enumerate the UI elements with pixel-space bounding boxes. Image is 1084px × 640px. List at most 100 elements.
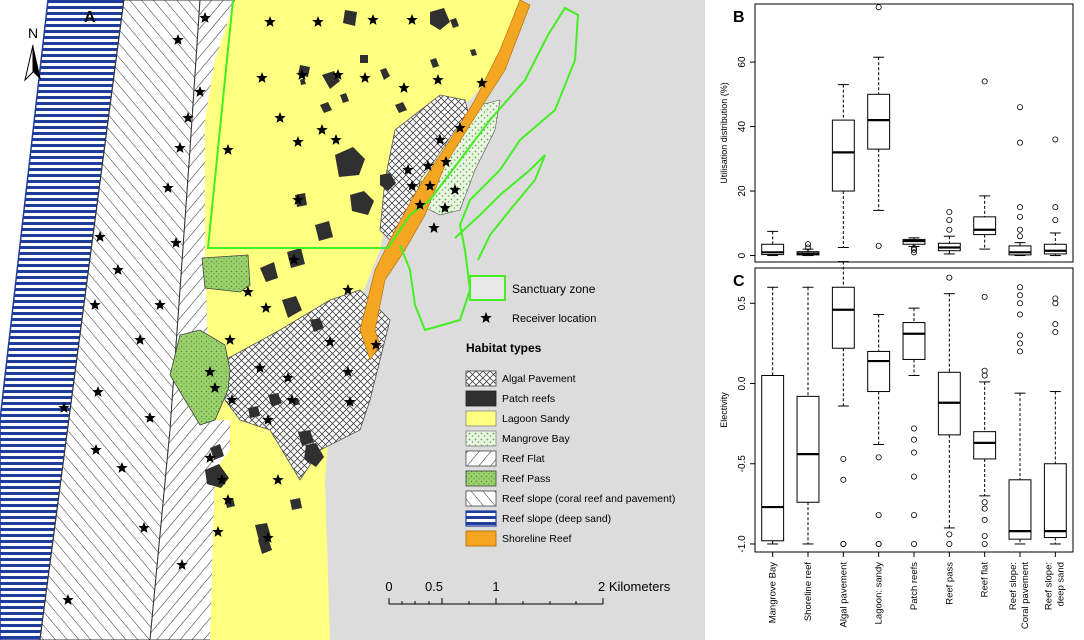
- box-iqr: [867, 93, 891, 150]
- panel-label: B: [733, 9, 745, 26]
- outlier-point: [946, 274, 953, 281]
- outlier-point: [805, 244, 812, 251]
- outlier-point: [910, 436, 917, 443]
- box-1: [761, 230, 785, 257]
- legend-sanctuary-label: Sanctuary zone: [512, 282, 596, 296]
- outlier-point: [981, 532, 988, 539]
- box-iqr: [867, 350, 891, 393]
- box-5: [902, 237, 926, 256]
- scale-tick-2: 2 Kilometers: [598, 579, 671, 594]
- legend-item-patch: Patch reefs: [502, 393, 555, 405]
- outlier-point: [1016, 292, 1023, 299]
- habitat-map: A N Sanctuary zone Receiver location Hab…: [0, 0, 705, 640]
- outlier-point: [875, 242, 882, 249]
- outlier-point: [875, 512, 882, 519]
- legend-item-lagoon: Lagoon Sandy: [502, 413, 570, 425]
- outlier-point: [981, 293, 988, 300]
- box-8: [1008, 284, 1032, 545]
- box-iqr: [796, 395, 820, 503]
- y-tick-label: 60: [737, 56, 748, 68]
- outlier-point: [910, 246, 917, 253]
- scale-tick-0-5: 0.5: [425, 579, 443, 594]
- box-6: [937, 209, 961, 255]
- legend-item-shoreline: Shoreline Reef: [502, 533, 572, 545]
- x-tick-label: Lagoon: sandy: [874, 562, 885, 625]
- box-1: [761, 286, 785, 545]
- outlier-point: [1016, 340, 1023, 347]
- legend-receiver-label: Receiver location: [512, 313, 596, 325]
- north-label: N: [28, 25, 38, 41]
- outlier-point: [981, 78, 988, 85]
- outlier-point: [1052, 204, 1059, 211]
- outlier-point: [1016, 311, 1023, 318]
- box-iqr: [1008, 245, 1032, 256]
- legend-item-flat: Reef Flat: [502, 453, 545, 465]
- x-tick-label: deep sand: [1055, 562, 1066, 606]
- outlier-point: [840, 476, 847, 483]
- outlier-point: [1016, 300, 1023, 307]
- outlier-point: [1052, 217, 1059, 224]
- box-3: [831, 261, 855, 547]
- y-tick-label: -1.0: [737, 535, 748, 553]
- box-2: [796, 286, 820, 545]
- outlier-point: [946, 531, 953, 538]
- y-axis-label: Utilisation distribution (%): [719, 82, 729, 184]
- outlier-point: [1016, 332, 1023, 339]
- outlier-point: [946, 217, 953, 224]
- shoreline-reef: [359, 0, 531, 361]
- panel-a-label: A: [84, 9, 96, 26]
- outlier-point: [1016, 226, 1023, 233]
- chart-b-utilisation: B 0 20 40 60 Utilisation distribution (%): [719, 3, 1074, 263]
- x-tick-label: Reef flat: [980, 562, 991, 598]
- outlier-point: [910, 540, 917, 547]
- lagoon-sandy: [205, 0, 520, 640]
- outlier-point: [1016, 204, 1023, 211]
- outlier-point: [946, 540, 953, 547]
- outlier-point: [910, 473, 917, 480]
- patch-reefs: [205, 8, 477, 554]
- reef-pass-south: [169, 329, 231, 426]
- scale-bar: 0 0.5 1 2 Kilometers: [385, 579, 671, 605]
- legend-habitat-title: Habitat types: [466, 341, 542, 355]
- x-tick-label: Algal pavement: [838, 562, 849, 628]
- outlier-point: [875, 454, 882, 461]
- y-tick-label: 0: [737, 252, 748, 258]
- x-tick-label: Reef pass: [944, 562, 955, 605]
- box-9: [1043, 295, 1067, 545]
- x-tick-label: Shoreline reef: [803, 562, 814, 622]
- sanctuary-zone-bay: [454, 154, 546, 261]
- y-tick-label: 40: [737, 121, 748, 133]
- x-tick-label: Mangrove Bay: [768, 562, 779, 624]
- x-tick-label: Reef slope:: [1043, 562, 1054, 610]
- box-6: [937, 274, 961, 547]
- box-9: [1043, 136, 1067, 257]
- box-iqr: [1043, 243, 1067, 255]
- box-iqr: [761, 375, 785, 542]
- scale-tick-0: 0: [385, 579, 392, 594]
- legend-item-slope-coral: Reef slope (coral reef and pavement): [502, 493, 675, 505]
- charts-panel: B 0 20 40 60 Utilisation distribution (%) C -1…: [719, 3, 1074, 629]
- box-iqr: [902, 322, 926, 360]
- box-2: [796, 241, 820, 257]
- outlier-point: [875, 540, 882, 547]
- box-iqr: [831, 286, 855, 349]
- y-tick-label: 0.0: [737, 376, 748, 390]
- reef-pass-north: [201, 254, 251, 293]
- box-iqr: [973, 431, 997, 460]
- outlier-point: [1052, 321, 1059, 328]
- outlier-point: [1052, 136, 1059, 143]
- outlier-point: [910, 449, 917, 456]
- map-legend: Sanctuary zone Receiver location Habitat…: [465, 275, 675, 547]
- panel-label: C: [733, 273, 745, 290]
- legend-item-mangrove: Mangrove Bay: [502, 433, 570, 445]
- outlier-point: [946, 226, 953, 233]
- outlier-point: [1016, 233, 1023, 240]
- algal-pavement-south: [224, 289, 391, 481]
- box-4: [867, 4, 891, 249]
- outlier-point: [1052, 329, 1059, 336]
- box-3: [831, 84, 855, 248]
- north-arrow: N: [24, 25, 41, 82]
- reef-slope-deep-sand: [0, 0, 125, 640]
- outlier-point: [1016, 284, 1023, 291]
- outlier-point: [981, 540, 988, 547]
